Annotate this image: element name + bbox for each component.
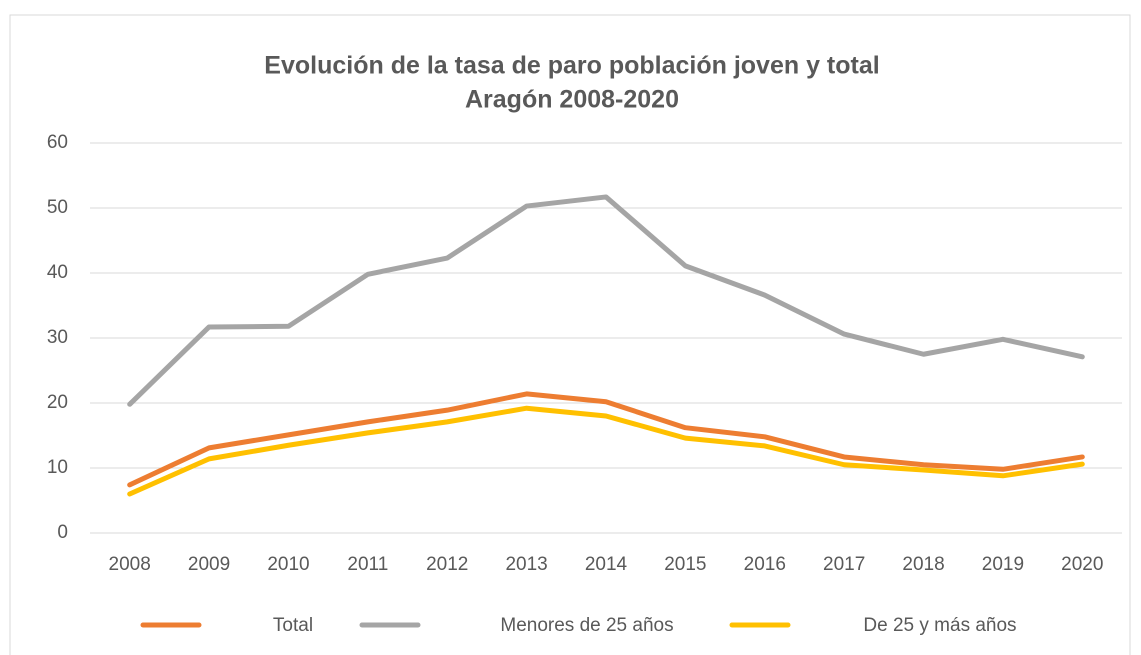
x-tick-label: 2013	[505, 554, 547, 575]
chart-title: Evolución de la tasa de paro población j…	[264, 52, 879, 80]
x-tick-label: 2011	[347, 554, 388, 575]
legend-label: Total	[273, 615, 313, 636]
x-tick-label: 2016	[744, 554, 786, 575]
x-tick-label: 2009	[188, 554, 230, 575]
x-tick-label: 2008	[109, 554, 151, 575]
y-tick-label: 20	[47, 392, 68, 413]
x-tick-label: 2014	[585, 554, 628, 575]
x-tick-label: 2017	[823, 554, 865, 575]
y-tick-label: 10	[47, 457, 68, 478]
x-tick-label: 2015	[664, 554, 706, 575]
x-tick-label: 2012	[426, 554, 468, 575]
chart-subtitle: Aragón 2008-2020	[465, 86, 679, 114]
x-tick-label: 2020	[1061, 554, 1103, 575]
chart-frame	[9, 14, 1131, 655]
series-line	[127, 405, 1085, 497]
y-tick-label: 0	[57, 522, 68, 543]
legend-label: De 25 y más años	[863, 615, 1016, 636]
legend-label: Menores de 25 años	[500, 615, 673, 636]
y-tick-label: 50	[47, 197, 68, 218]
y-tick-label: 40	[47, 262, 68, 283]
x-tick-label: 2010	[267, 554, 309, 575]
x-tick-label: 2019	[982, 554, 1024, 575]
y-tick-label: 60	[47, 132, 68, 153]
series-line	[127, 391, 1085, 488]
y-tick-label: 30	[47, 327, 68, 348]
x-tick-label: 2018	[902, 554, 944, 575]
series-line	[127, 194, 1085, 407]
